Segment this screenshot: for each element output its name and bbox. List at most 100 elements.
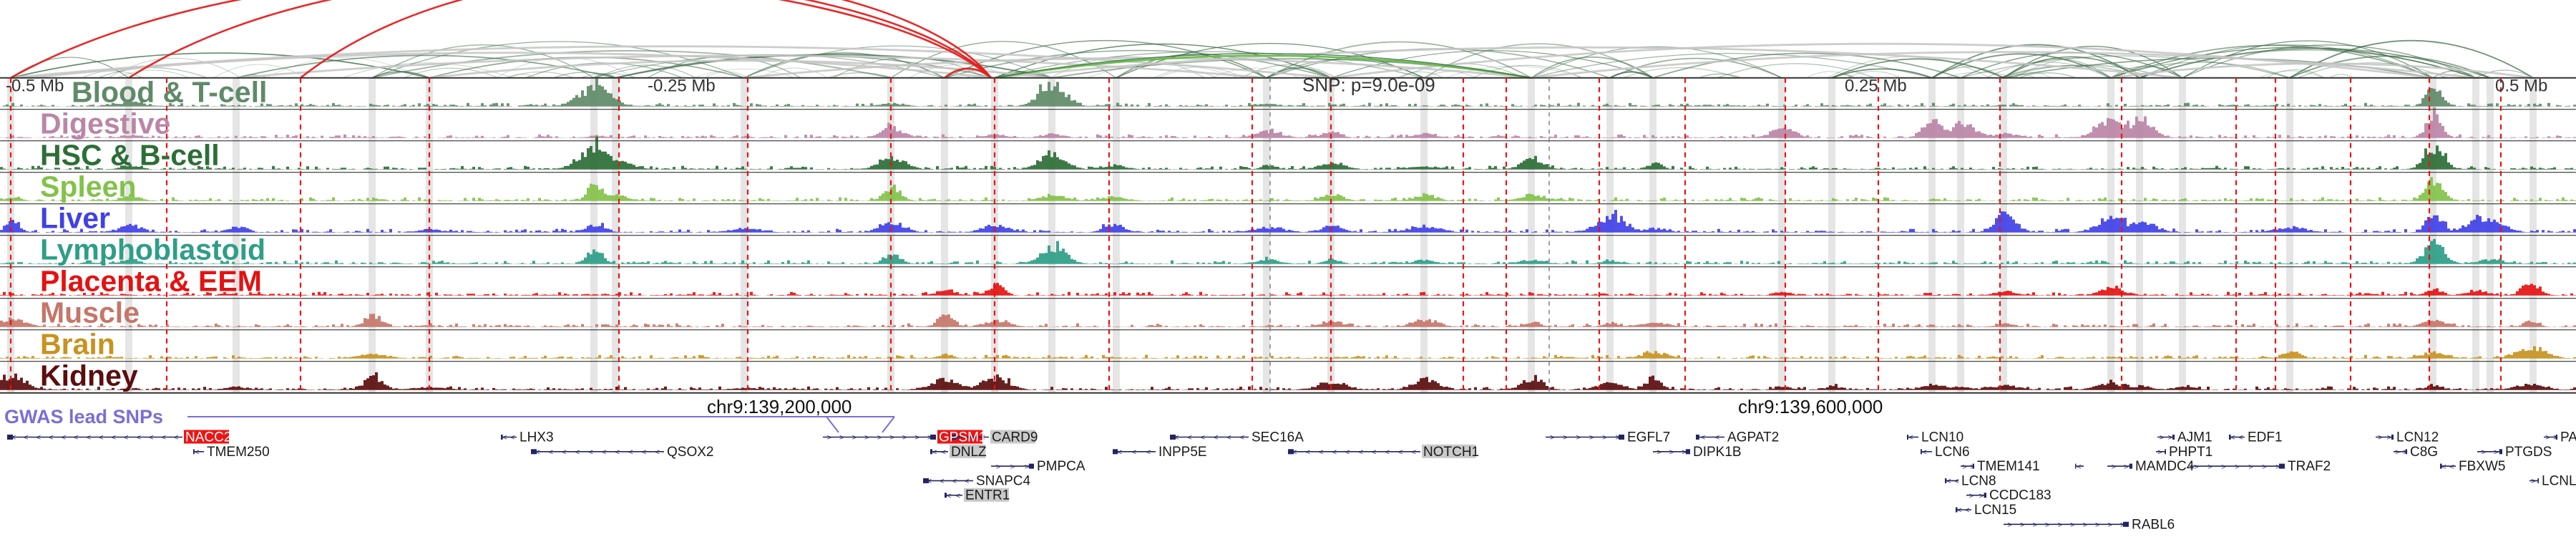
svg-text:<: < <box>87 434 91 442</box>
svg-text:PAXX: PAXX <box>2560 430 2576 445</box>
svg-text:>: > <box>1025 463 1029 471</box>
svg-text:<: < <box>2230 434 2235 442</box>
svg-text:>: > <box>2108 521 2112 530</box>
svg-text:Kidney: Kidney <box>40 359 138 392</box>
svg-text:EGFL7: EGFL7 <box>1627 430 1670 445</box>
svg-text:<: < <box>1146 448 1151 457</box>
svg-text:<: < <box>1908 434 1913 442</box>
svg-text:<: < <box>1954 478 1958 486</box>
svg-text:<: < <box>940 478 944 486</box>
svg-text:<: < <box>24 434 28 442</box>
svg-text:>: > <box>1010 463 1015 471</box>
svg-text:Spleen: Spleen <box>40 170 136 203</box>
svg-text:Placenta & EEM: Placenta & EEM <box>40 265 262 298</box>
svg-text:DIPK1B: DIPK1B <box>1693 445 1742 460</box>
svg-text:<: < <box>1118 448 1122 457</box>
svg-text:<: < <box>1957 506 1961 515</box>
svg-text:<: < <box>1319 448 1323 457</box>
svg-text:<: < <box>952 478 957 486</box>
svg-text:>: > <box>1576 434 1581 442</box>
svg-text:chr9:139,200,000: chr9:139,200,000 <box>707 396 852 417</box>
svg-text:QSOX2: QSOX2 <box>667 445 713 460</box>
svg-text:<: < <box>11 434 16 442</box>
svg-text:>: > <box>902 434 907 442</box>
svg-text:Brain: Brain <box>40 328 115 361</box>
svg-text:<: < <box>1174 434 1179 442</box>
svg-text:>: > <box>1962 463 1966 471</box>
svg-text:>: > <box>2160 434 2164 442</box>
svg-text:-0.5 Mb: -0.5 Mb <box>6 77 64 96</box>
svg-text:>: > <box>2378 434 2382 442</box>
svg-text:>: > <box>1550 434 1554 442</box>
svg-text:<: < <box>642 448 646 457</box>
svg-text:>: > <box>996 463 1000 471</box>
svg-text:<: < <box>36 434 41 442</box>
svg-text:TMEM141: TMEM141 <box>1977 459 2040 474</box>
svg-text:>: > <box>2168 434 2172 442</box>
svg-text:SNP: p=9.0e-09: SNP: p=9.0e-09 <box>1302 74 1435 96</box>
svg-text:<: < <box>124 434 128 442</box>
svg-text:>: > <box>2045 521 2049 530</box>
svg-text:<: < <box>162 434 166 442</box>
svg-text:NOTCH1: NOTCH1 <box>1423 445 1479 460</box>
svg-text:>: > <box>2494 448 2498 457</box>
svg-text:>: > <box>2387 434 2391 442</box>
svg-text:<: < <box>2449 463 2454 471</box>
svg-text:>: > <box>2395 448 2399 457</box>
svg-text:>: > <box>1682 448 1686 457</box>
svg-text:INPP5E: INPP5E <box>1158 445 1207 460</box>
svg-text:<: < <box>195 448 199 457</box>
svg-text:>: > <box>2275 463 2280 471</box>
svg-text:<: < <box>1226 434 1231 442</box>
svg-text:>: > <box>1616 434 1620 442</box>
svg-text:AGPAT2: AGPAT2 <box>1727 430 1779 445</box>
svg-text:<: < <box>2238 434 2243 442</box>
svg-text:<: < <box>112 434 116 442</box>
svg-text:<: < <box>49 434 53 442</box>
svg-text:<: < <box>1292 448 1297 457</box>
svg-text:SNAPC4: SNAPC4 <box>976 473 1030 488</box>
svg-text:<: < <box>1187 434 1191 442</box>
svg-text:<: < <box>1306 448 1310 457</box>
svg-text:<: < <box>947 492 951 500</box>
svg-text:<: < <box>1715 434 1719 442</box>
svg-text:LCNL1: LCNL1 <box>2542 473 2576 488</box>
svg-text:<: < <box>1965 506 1969 515</box>
svg-text:CCDC183: CCDC183 <box>1989 488 2051 503</box>
svg-text:PHPT1: PHPT1 <box>2169 445 2212 460</box>
svg-text:<: < <box>575 448 580 457</box>
svg-text:<: < <box>965 478 969 486</box>
svg-text:<: < <box>615 448 620 457</box>
svg-text:RABL6: RABL6 <box>2132 517 2175 532</box>
svg-text:>: > <box>2112 463 2116 471</box>
svg-text:LCN12: LCN12 <box>2396 430 2439 445</box>
svg-text:>: > <box>2020 521 2024 530</box>
svg-text:LCN8: LCN8 <box>1961 473 1996 488</box>
svg-text:>: > <box>2070 521 2074 530</box>
svg-text:<: < <box>932 448 937 457</box>
svg-text:<: < <box>942 448 946 457</box>
svg-text:>: > <box>2095 521 2099 530</box>
svg-text:<: < <box>655 448 659 457</box>
svg-text:Blood & T-cell: Blood & T-cell <box>72 76 267 109</box>
svg-text:>: > <box>2221 463 2225 471</box>
svg-text:<: < <box>1701 434 1705 442</box>
svg-text:>: > <box>864 434 869 442</box>
svg-text:>: > <box>1563 434 1567 442</box>
svg-text:>: > <box>1602 434 1606 442</box>
svg-text:<: < <box>2441 463 2446 471</box>
svg-text:PMPCA: PMPCA <box>1037 459 1085 474</box>
svg-text:<: < <box>174 434 178 442</box>
svg-text:<: < <box>1372 448 1376 457</box>
svg-text:>: > <box>889 434 894 442</box>
svg-text:ENTR1: ENTR1 <box>965 488 1010 503</box>
svg-text:>: > <box>1970 463 1974 471</box>
svg-text:>: > <box>1589 434 1594 442</box>
svg-text:AJM1: AJM1 <box>2177 430 2212 445</box>
svg-text:>: > <box>2083 521 2087 530</box>
svg-text:GPSM1: GPSM1 <box>939 430 987 445</box>
svg-text:<: < <box>1412 448 1416 457</box>
svg-text:<: < <box>602 448 606 457</box>
svg-text:<: < <box>562 448 566 457</box>
svg-text:<: < <box>1398 448 1402 457</box>
